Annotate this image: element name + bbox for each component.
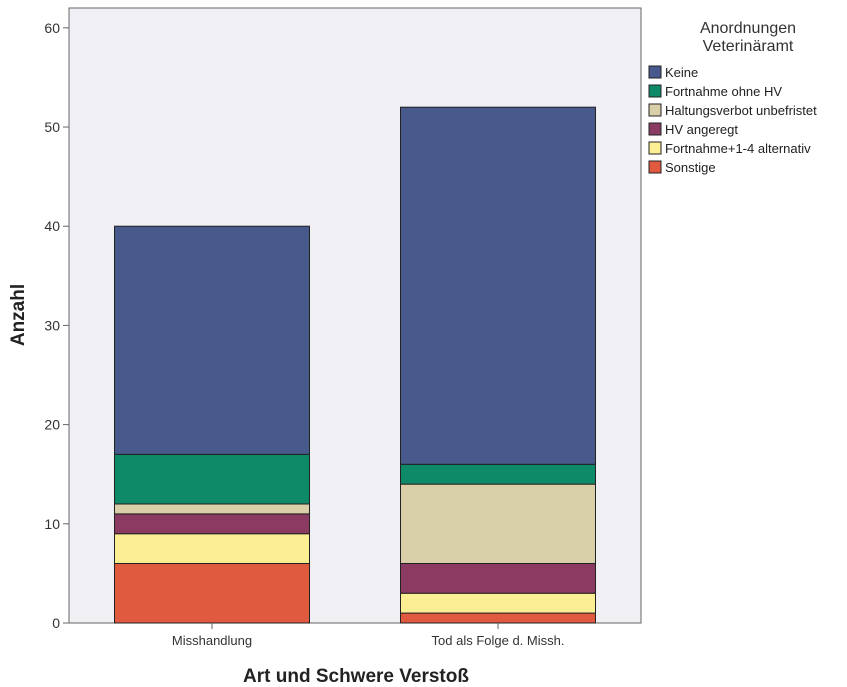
bar-segment (400, 612, 596, 624)
legend-swatch (648, 141, 662, 155)
y-axis-label: Anzahl (8, 284, 29, 346)
legend-swatch (648, 65, 662, 79)
bar-segment (114, 503, 310, 515)
bar-segment (114, 225, 310, 455)
legend-label: Haltungsverbot unbefristet (665, 103, 817, 118)
bar-segment (400, 106, 596, 465)
legend-label: HV angeregt (665, 122, 738, 137)
legend-label: Sonstige (665, 160, 716, 175)
y-tick-label: 10 (44, 516, 60, 532)
legend-label: Keine (665, 65, 698, 80)
y-axis: 0 10 20 30 40 50 60 (44, 20, 69, 631)
legend-swatch (648, 160, 662, 174)
legend-title-line-2: Veterinäramt (703, 38, 794, 55)
y-tick-label: 60 (44, 20, 60, 36)
bar-segment (400, 483, 596, 564)
legend: Anordnungen Veterinäramt Keine Fortnahme … (648, 20, 817, 175)
legend-swatch (648, 122, 662, 136)
bar-segment (400, 463, 596, 485)
y-tick-label: 50 (44, 119, 60, 135)
bar-segment (114, 453, 310, 505)
legend-title-line-1: Anordnungen (700, 20, 796, 37)
legend-swatch (648, 103, 662, 117)
y-tick-label: 30 (44, 317, 60, 333)
y-tick-label: 0 (52, 615, 60, 631)
bar-segment (114, 562, 310, 624)
bar-segment (400, 592, 596, 614)
bar-segment (400, 562, 596, 594)
x-tick-label: Tod als Folge d. Missh. (432, 633, 565, 648)
legend-swatch (648, 84, 662, 98)
bar-segment (114, 513, 310, 535)
y-tick-label: 20 (44, 417, 60, 433)
x-tick-label: Misshandlung (172, 633, 252, 648)
x-axis-label: Art und Schwere Verstoß (243, 666, 469, 687)
legend-label: Fortnahme+1-4 alternativ (665, 141, 811, 156)
legend-items: Keine Fortnahme ohne HV Haltungsverbot unb… (648, 65, 817, 175)
y-tick-label: 40 (44, 218, 60, 234)
x-axis: Misshandlung Tod als Folge d. Missh. (172, 623, 565, 648)
bars-layer (114, 106, 596, 624)
legend-label: Fortnahme ohne HV (665, 84, 782, 99)
bar-segment (114, 533, 310, 564)
